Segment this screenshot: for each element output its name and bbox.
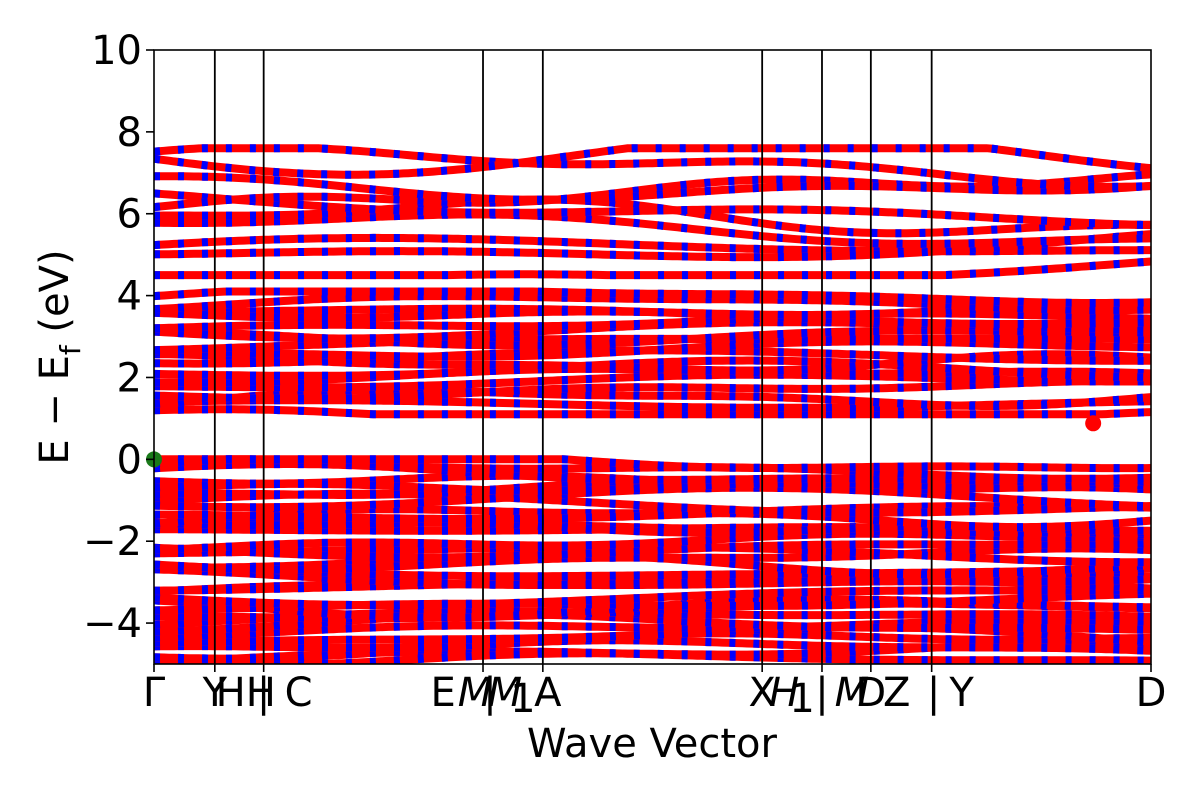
x-tick-label: Γ <box>143 670 166 716</box>
band-line-spin-up <box>154 455 1151 473</box>
y-tick-label: 8 <box>117 110 142 156</box>
x-axis-title: Wave Vector <box>527 721 778 767</box>
x-tick-label: A <box>534 670 562 716</box>
x-tick-label: | <box>257 670 270 716</box>
band-line-spin-up <box>154 172 1151 204</box>
plot-frame <box>153 49 1152 665</box>
x-tick-label: HH <box>216 670 276 716</box>
kpath-vertical-lines <box>213 50 933 664</box>
x-tick-label: | <box>483 670 496 716</box>
band-line-spin-up <box>154 144 1151 191</box>
band-line-spin-up <box>154 544 1151 574</box>
bands-layer <box>154 144 1151 664</box>
y-tick-label: 6 <box>117 192 142 238</box>
x-tick-label: | <box>927 670 940 716</box>
y-axis-ticks: −4 −2 0 2 4 6 8 10 <box>83 28 154 647</box>
x-tick-label: 1 <box>510 676 535 722</box>
x-tick-label: D <box>855 670 886 716</box>
y-tick-label: −2 <box>83 519 142 565</box>
x-tick-label: | <box>815 670 828 716</box>
band-line-spin-up <box>154 565 1151 589</box>
x-tick-label: Y <box>948 670 974 716</box>
band-line-spin-up <box>154 377 1151 403</box>
band-line-spin-up <box>154 386 1151 410</box>
band-line-spin-up <box>154 337 1151 361</box>
svg-text:E − Ef (eV): E − Ef (eV) <box>32 249 87 464</box>
band-line-spin-up <box>154 189 1151 230</box>
x-tick-label: Z <box>883 670 910 716</box>
band-line-spin-up <box>154 309 1151 333</box>
band-line-spin-up <box>154 502 1151 523</box>
band-line-spin-up <box>154 477 1151 495</box>
band-line-spin-up <box>154 586 1151 610</box>
x-tick-label: Y <box>202 670 228 716</box>
cbm-marker <box>1085 415 1102 432</box>
band-line-spin-up <box>154 144 1151 179</box>
band-line-spin-up <box>154 292 1151 315</box>
band-line-spin-up <box>154 636 1151 663</box>
y-tick-label: 2 <box>117 355 142 401</box>
y-axis-title: E − Ef (eV) <box>32 249 87 464</box>
band-line-spin-up <box>154 287 1151 307</box>
x-tick-label: D <box>1136 670 1167 716</box>
y-tick-label: 10 <box>91 28 142 74</box>
band-line-spin-up <box>154 230 1151 262</box>
band-line-spin-up <box>154 610 1151 636</box>
y-tick-label: −4 <box>83 601 142 647</box>
x-tick-label: X <box>748 670 775 716</box>
band-line-spin-up <box>154 616 1151 642</box>
x-tick-label: C <box>285 670 313 716</box>
y-tick-label: 0 <box>117 437 142 483</box>
x-tick-label: M <box>835 670 870 716</box>
x-tick-label: H <box>769 670 799 716</box>
band-line-spin-up <box>154 405 1151 419</box>
band-line-spin-up <box>154 370 1151 392</box>
x-axis-ticks: Γ YHH| C E M|M1A XH1 | MDZ | Y D <box>143 664 1167 722</box>
band-line-spin-up <box>154 210 1151 248</box>
band-line-spin-up <box>154 539 1151 562</box>
x-tick-label: M <box>488 670 523 716</box>
band-line-spin-up <box>154 356 1151 382</box>
y-tick-label: 4 <box>117 274 142 320</box>
x-tick-label: M <box>458 670 493 716</box>
x-tick-label: 1 <box>789 676 814 722</box>
x-tick-label: E <box>430 670 455 716</box>
band-line-spin-up <box>154 257 1151 280</box>
